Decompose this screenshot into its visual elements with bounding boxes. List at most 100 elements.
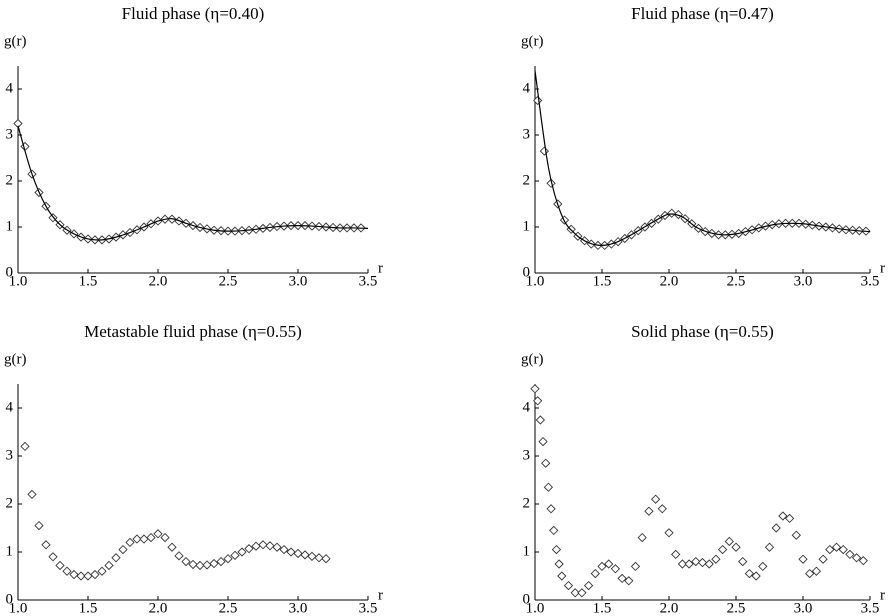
y-tick-label: 4	[6, 399, 14, 415]
data-point	[279, 544, 289, 555]
data-point	[778, 511, 788, 521]
data-point	[677, 559, 688, 569]
data-point	[557, 571, 567, 581]
data-point	[314, 553, 324, 563]
data-point	[791, 530, 801, 540]
y-tick-label: 3	[523, 447, 531, 463]
data-point	[657, 504, 667, 514]
data-point	[604, 559, 614, 569]
fit-line	[534, 70, 871, 247]
x-tick-label: 1.5	[79, 273, 98, 289]
data-point	[237, 547, 247, 557]
x-tick-label: 3.0	[289, 600, 308, 616]
data-point	[704, 559, 714, 569]
fit-line	[17, 125, 369, 241]
data-point	[724, 536, 734, 547]
data-point	[539, 146, 550, 156]
y-tick-label: 3	[523, 126, 531, 142]
data-point	[697, 557, 708, 568]
data-point	[202, 560, 212, 570]
data-point	[209, 558, 219, 569]
data-point	[543, 482, 554, 492]
y-tick-label: 0	[523, 264, 531, 280]
data-point	[167, 542, 177, 552]
data-point	[27, 489, 37, 500]
x-tick-label: 3.0	[794, 273, 813, 289]
data-point	[541, 458, 551, 468]
data-point	[97, 566, 107, 576]
data-point	[153, 529, 163, 539]
x-tick-label: 2.0	[660, 273, 679, 289]
data-point	[188, 559, 198, 570]
data-point	[230, 550, 240, 560]
data-point	[125, 537, 135, 548]
data-point	[48, 552, 58, 562]
x-tick-label: 1.0	[9, 600, 28, 616]
data-point	[69, 569, 79, 580]
data-point	[583, 580, 594, 591]
data-point	[76, 571, 86, 581]
data-point	[34, 520, 44, 531]
data-point	[563, 580, 574, 591]
y-axis-label: g(r)	[4, 351, 27, 367]
data-point	[744, 568, 755, 579]
data-point	[784, 513, 795, 524]
x-axis-label: r	[880, 260, 885, 276]
data-point	[533, 396, 543, 406]
data-point	[62, 566, 72, 576]
data-point	[223, 554, 233, 564]
x-tick-label: 2.0	[149, 273, 168, 289]
x-tick-label: 3.0	[289, 273, 308, 289]
data-point	[751, 571, 761, 581]
x-tick-label: 3.5	[359, 273, 378, 289]
data-point	[546, 504, 556, 514]
data-point	[546, 178, 556, 188]
data-point	[90, 569, 100, 580]
data-point	[825, 544, 835, 555]
data-point	[160, 532, 170, 543]
y-tick-label: 1	[523, 218, 531, 234]
data-point	[650, 494, 661, 504]
x-tick-label: 2.0	[149, 600, 168, 616]
x-axis-label: r	[880, 587, 885, 603]
y-tick-label: 3	[6, 126, 14, 142]
y-tick-label: 3	[6, 447, 14, 463]
data-point	[146, 532, 156, 543]
data-point	[644, 506, 654, 516]
data-point	[671, 549, 681, 560]
y-axis-label: g(r)	[521, 33, 544, 49]
data-point	[286, 547, 296, 557]
data-point	[570, 588, 580, 598]
y-axis-label: g(r)	[521, 351, 544, 367]
x-tick-label: 3.5	[359, 600, 378, 616]
data-point	[858, 556, 868, 566]
data-point	[195, 560, 205, 571]
data-point	[838, 544, 848, 555]
data-point	[597, 561, 607, 572]
x-tick-label: 1.5	[593, 273, 612, 289]
data-point	[624, 576, 634, 586]
y-tick-label: 1	[523, 543, 531, 559]
y-tick-label: 2	[523, 172, 531, 188]
data-point	[711, 554, 721, 564]
data-point	[818, 554, 828, 564]
x-tick-label: 3.5	[861, 600, 880, 616]
y-tick-label: 4	[523, 399, 531, 415]
y-tick-label: 1	[6, 543, 14, 559]
data-point	[771, 523, 781, 533]
x-tick-label: 1.0	[9, 273, 28, 289]
data-point	[83, 571, 93, 581]
data-point	[258, 540, 268, 550]
data-point	[216, 556, 226, 567]
panel-title: Fluid phase (η=0.47)	[631, 4, 774, 23]
y-tick-label: 0	[523, 591, 531, 607]
data-point	[630, 561, 641, 572]
data-point	[104, 560, 114, 571]
panel-title: Metastable fluid phase (η=0.55)	[84, 322, 302, 341]
data-point	[764, 542, 775, 552]
data-point	[758, 561, 768, 572]
x-tick-label: 2.5	[727, 600, 746, 616]
x-tick-label: 3.5	[861, 273, 880, 289]
data-point	[684, 559, 694, 569]
